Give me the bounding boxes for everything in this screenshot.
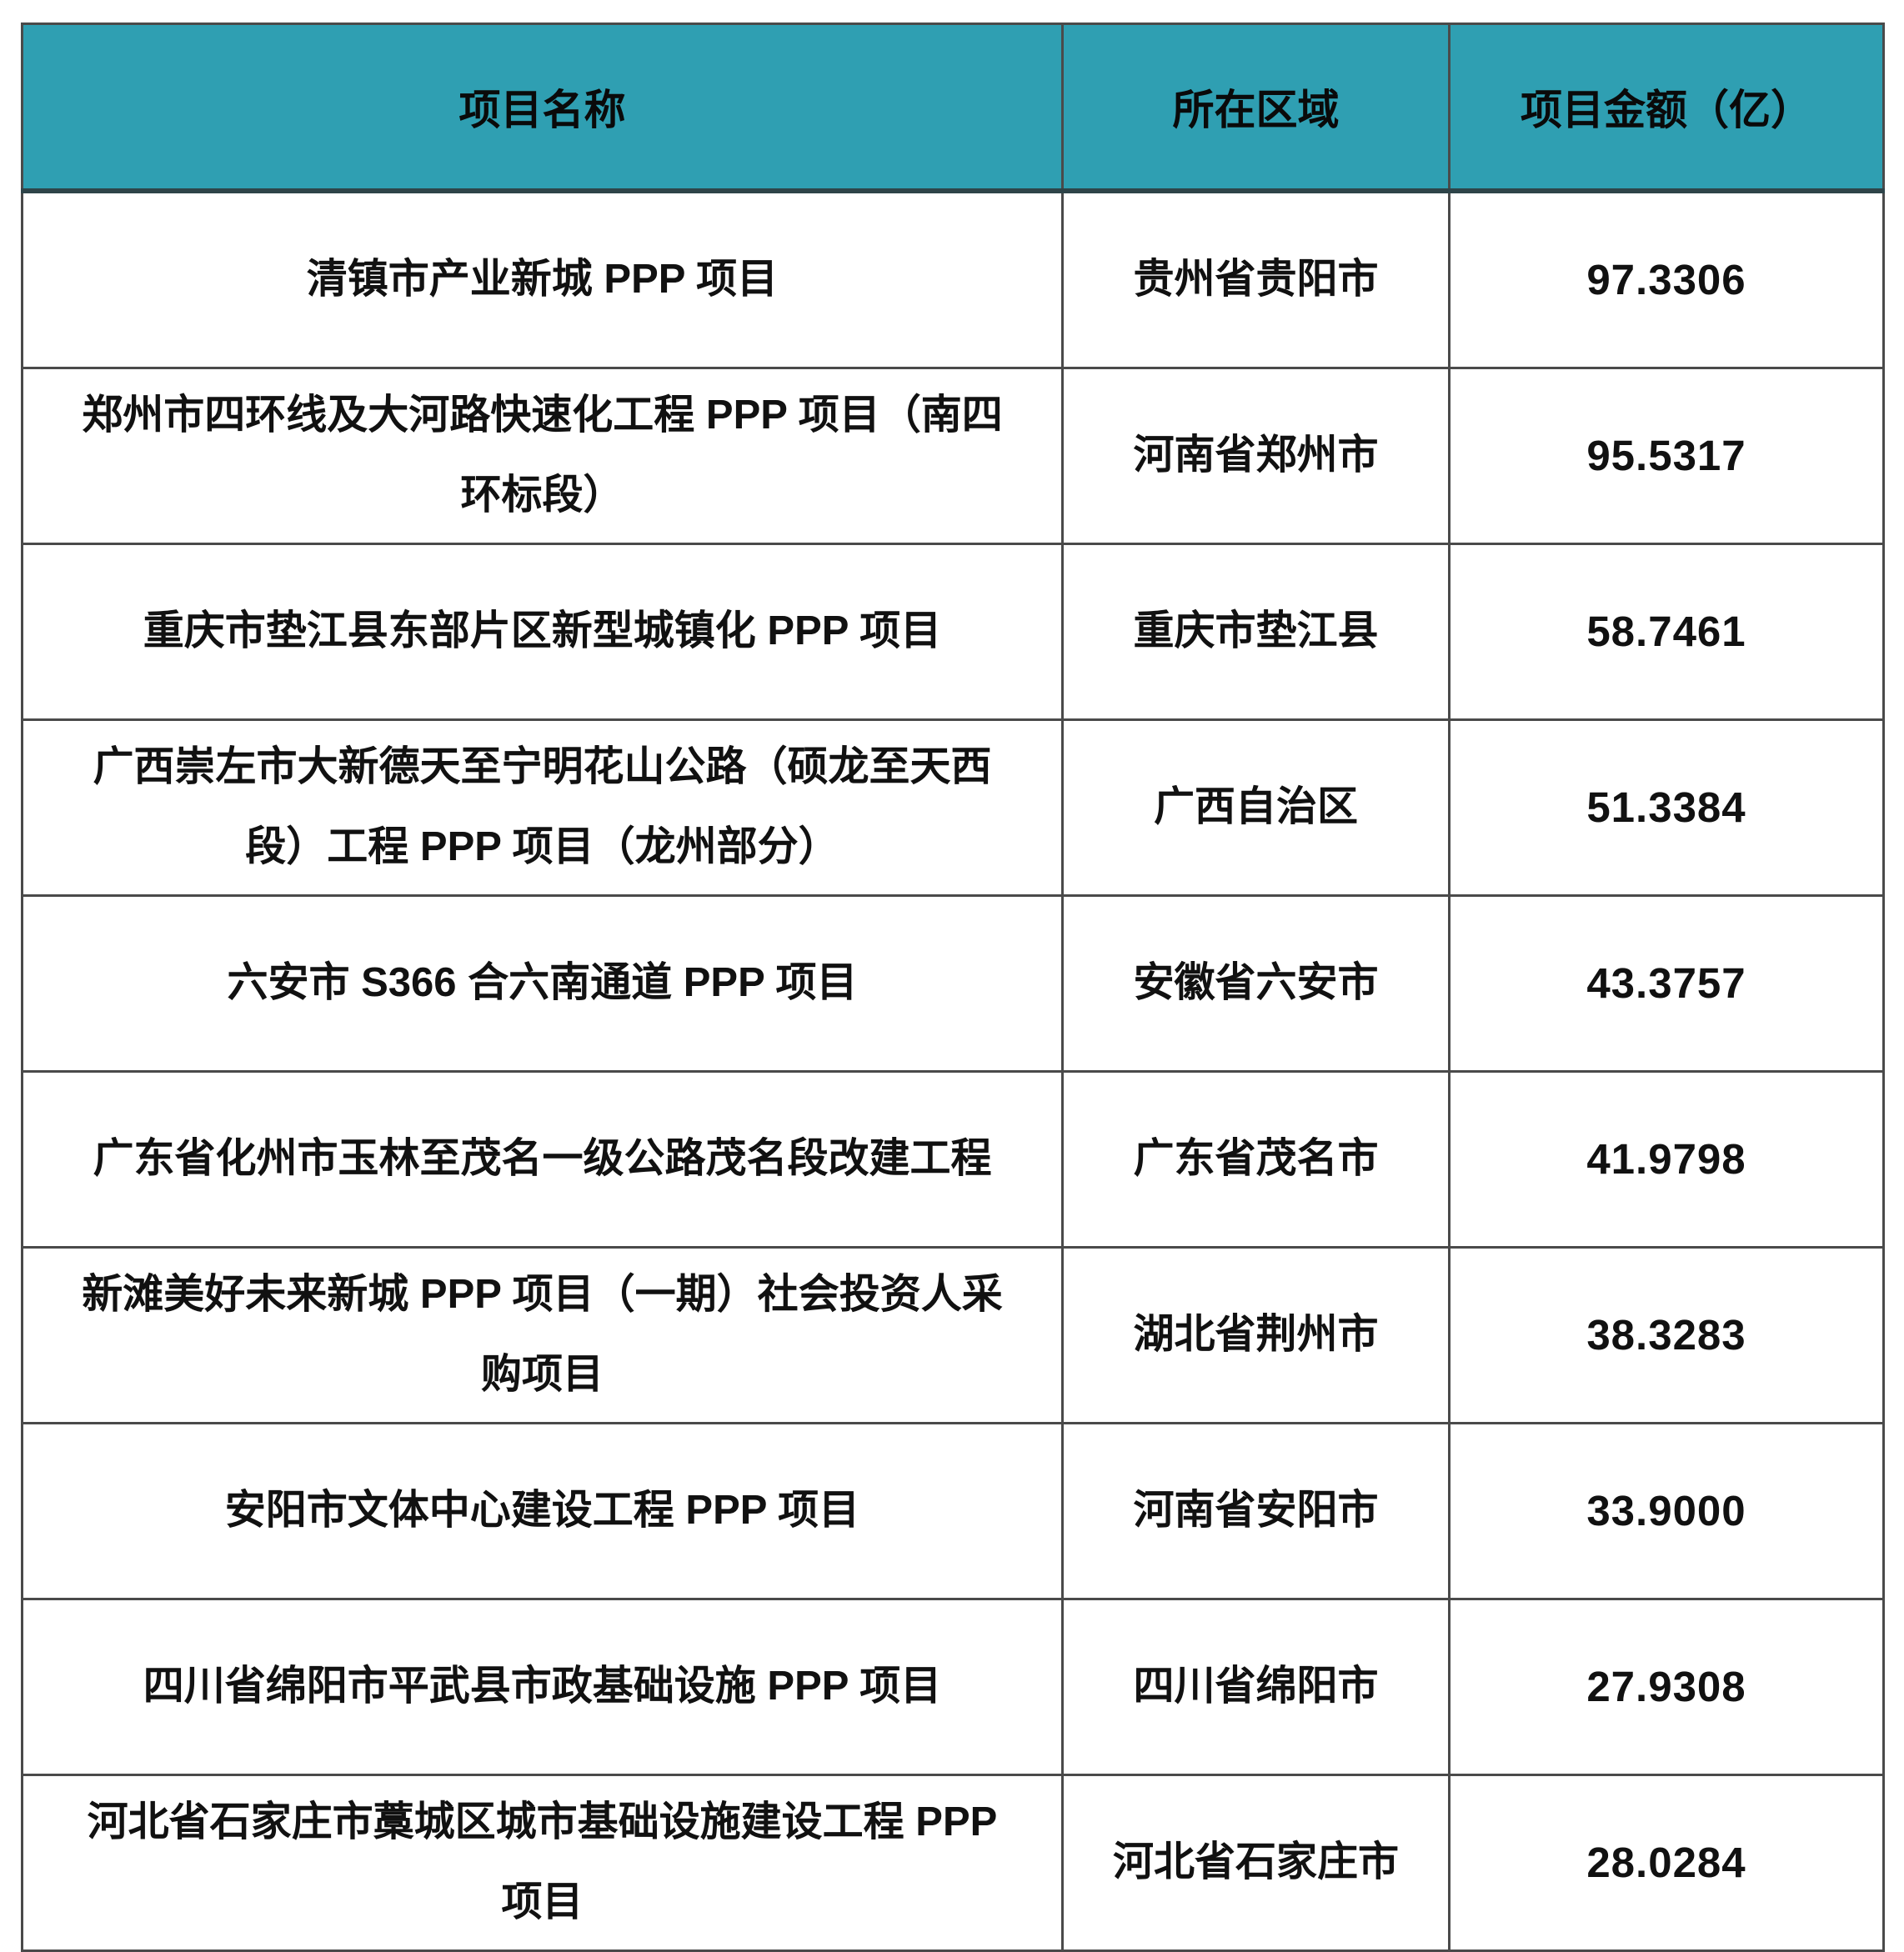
region-cell: 重庆市垫江县: [1061, 543, 1451, 721]
project-name-cell: 重庆市垫江县东部片区新型城镇化 PPP 项目: [21, 543, 1064, 721]
amount-cell: 41.9798: [1448, 1070, 1885, 1249]
region-cell: 广东省茂名市: [1061, 1070, 1451, 1249]
column-header-region: 所在区域: [1061, 23, 1451, 193]
project-name-cell: 安阳市文体中心建设工程 PPP 项目: [21, 1422, 1064, 1600]
table-row: 广西崇左市大新德天至宁明花山公路（硕龙至天西段）工程 PPP 项目（龙州部分） …: [21, 718, 1885, 897]
ppp-projects-table: 项目名称 所在区域 项目金额（亿） 清镇市产业新城 PPP 项目 贵州省贵阳市 …: [21, 23, 1885, 1952]
region-cell: 贵州省贵阳市: [1061, 189, 1451, 369]
column-header-amount: 项目金额（亿）: [1448, 23, 1885, 193]
region-cell: 安徽省六安市: [1061, 894, 1451, 1073]
amount-cell: 33.9000: [1448, 1422, 1885, 1600]
project-name-cell: 清镇市产业新城 PPP 项目: [21, 189, 1064, 369]
project-name-cell: 广东省化州市玉林至茂名一级公路茂名段改建工程: [21, 1070, 1064, 1249]
amount-cell: 95.5317: [1448, 367, 1885, 545]
amount-cell: 27.9308: [1448, 1598, 1885, 1776]
table-row: 河北省石家庄市藁城区城市基础设施建设工程 PPP 项目 河北省石家庄市 28.0…: [21, 1774, 1885, 1952]
document-page: 项目名称 所在区域 项目金额（亿） 清镇市产业新城 PPP 项目 贵州省贵阳市 …: [21, 23, 1885, 1952]
project-name-cell: 河北省石家庄市藁城区城市基础设施建设工程 PPP 项目: [21, 1774, 1064, 1952]
region-cell: 四川省绵阳市: [1061, 1598, 1451, 1776]
amount-cell: 38.3283: [1448, 1246, 1885, 1424]
header-row: 项目名称 所在区域 项目金额（亿）: [21, 23, 1885, 193]
table-container: 项目名称 所在区域 项目金额（亿） 清镇市产业新城 PPP 项目 贵州省贵阳市 …: [21, 23, 1885, 1952]
table-body: 清镇市产业新城 PPP 项目 贵州省贵阳市 97.3306 郑州市四环线及大河路…: [21, 189, 1885, 1952]
amount-cell: 51.3384: [1448, 718, 1885, 897]
table-row: 广东省化州市玉林至茂名一级公路茂名段改建工程 广东省茂名市 41.9798: [21, 1070, 1885, 1249]
table-row: 郑州市四环线及大河路快速化工程 PPP 项目（南四环标段） 河南省郑州市 95.…: [21, 367, 1885, 545]
table-header: 项目名称 所在区域 项目金额（亿）: [21, 23, 1885, 193]
region-cell: 河南省安阳市: [1061, 1422, 1451, 1600]
region-cell: 河北省石家庄市: [1061, 1774, 1451, 1952]
region-cell: 广西自治区: [1061, 718, 1451, 897]
amount-cell: 28.0284: [1448, 1774, 1885, 1952]
amount-cell: 43.3757: [1448, 894, 1885, 1073]
project-name-cell: 六安市 S366 合六南通道 PPP 项目: [21, 894, 1064, 1073]
project-name-cell: 郑州市四环线及大河路快速化工程 PPP 项目（南四环标段）: [21, 367, 1064, 545]
column-header-project-name: 项目名称: [21, 23, 1064, 193]
table-row: 安阳市文体中心建设工程 PPP 项目 河南省安阳市 33.9000: [21, 1422, 1885, 1600]
region-cell: 河南省郑州市: [1061, 367, 1451, 545]
project-name-cell: 广西崇左市大新德天至宁明花山公路（硕龙至天西段）工程 PPP 项目（龙州部分）: [21, 718, 1064, 897]
table-row: 重庆市垫江县东部片区新型城镇化 PPP 项目 重庆市垫江县 58.7461: [21, 543, 1885, 721]
region-cell: 湖北省荆州市: [1061, 1246, 1451, 1424]
table-row: 清镇市产业新城 PPP 项目 贵州省贵阳市 97.3306: [21, 189, 1885, 369]
amount-cell: 58.7461: [1448, 543, 1885, 721]
project-name-cell: 新滩美好未来新城 PPP 项目（一期）社会投资人采购项目: [21, 1246, 1064, 1424]
table-row: 四川省绵阳市平武县市政基础设施 PPP 项目 四川省绵阳市 27.9308: [21, 1598, 1885, 1776]
project-name-cell: 四川省绵阳市平武县市政基础设施 PPP 项目: [21, 1598, 1064, 1776]
amount-cell: 97.3306: [1448, 189, 1885, 369]
table-row: 六安市 S366 合六南通道 PPP 项目 安徽省六安市 43.3757: [21, 894, 1885, 1073]
table-row: 新滩美好未来新城 PPP 项目（一期）社会投资人采购项目 湖北省荆州市 38.3…: [21, 1246, 1885, 1424]
